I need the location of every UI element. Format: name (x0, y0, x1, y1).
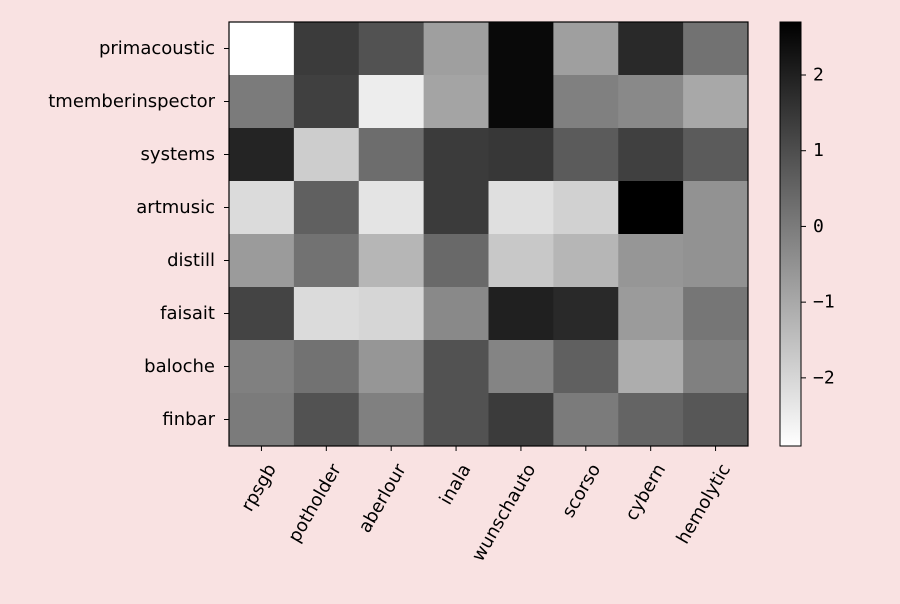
colorbar-tick-label: −2 (813, 367, 835, 388)
heatmap-cell (683, 393, 749, 447)
heatmap-cell (618, 234, 684, 288)
heatmap-cell (229, 128, 295, 182)
heatmap-cell (683, 234, 749, 288)
y-tick-label: tmemberinspector (48, 91, 215, 112)
heatmap-cell (488, 128, 554, 182)
heatmap-cell (618, 393, 684, 447)
heatmap-cell (488, 287, 554, 341)
plot-frame (228, 21, 749, 447)
heatmap-cell (488, 340, 554, 394)
heatmap-cell (423, 340, 489, 394)
heatmap-cell (618, 75, 684, 129)
heatmap-cell (488, 181, 554, 235)
colorbar: 2 1 0 −1 −2 (779, 21, 835, 447)
x-tick-label: cybern (621, 460, 670, 524)
heatmap-cell (423, 181, 489, 235)
heatmap-cell (229, 287, 295, 341)
colorbar-tick-label: −1 (813, 292, 835, 313)
heatmap-cell (423, 393, 489, 447)
heatmap-cell (358, 22, 425, 76)
heatmap-cell (618, 22, 684, 76)
heatmap-cell (358, 181, 425, 235)
colorbar-ticks: 2 1 0 −1 −2 (801, 65, 835, 388)
y-tick-label: baloche (144, 356, 215, 377)
heatmap-cell (618, 340, 684, 394)
heatmap-cell (293, 128, 360, 182)
heatmap-cell (423, 128, 489, 182)
y-tick-label: artmusic (136, 197, 215, 218)
heatmap-cell (293, 234, 360, 288)
heatmap-cell (358, 287, 425, 341)
heatmap-cell (683, 128, 749, 182)
heatmap-cell (683, 22, 749, 76)
colorbar-gradient (779, 21, 802, 447)
heatmap-cell (293, 181, 360, 235)
heatmap-cell (229, 22, 295, 76)
heatmap-cell (423, 234, 489, 288)
heatmap-cell (293, 287, 360, 341)
heatmap-cell (488, 234, 554, 288)
heatmap-cell (229, 75, 295, 129)
x-tick-label: inala (436, 460, 476, 508)
colorbar-tick-label: 2 (813, 65, 824, 86)
heatmap-cell (553, 22, 619, 76)
heatmap-cell (358, 234, 425, 288)
heatmap-cell (553, 393, 619, 447)
heatmap-cell (293, 22, 360, 76)
y-tick-label: primacoustic (99, 38, 215, 59)
heatmap-cell (683, 181, 749, 235)
heatmap-cell (229, 393, 295, 447)
heatmap-cell (553, 340, 619, 394)
x-tick-label: aberlour (355, 460, 411, 537)
heatmap-cell (423, 287, 489, 341)
heatmap-cell (683, 340, 749, 394)
heatmap-cell (229, 340, 295, 394)
heatmap-cells (229, 22, 749, 447)
heatmap-cell (553, 234, 619, 288)
x-tick-label: potholder (284, 460, 346, 546)
y-axis: primacoustic tmemberinspector systems artmu… (48, 38, 229, 430)
heatmap-cell (358, 75, 425, 129)
heatmap-cell (293, 393, 360, 447)
x-tick-label: hemolytic (672, 460, 735, 547)
heatmap-cell (553, 128, 619, 182)
heatmap-cell (423, 22, 489, 76)
heatmap-cell (358, 128, 425, 182)
heatmap-cell (683, 75, 749, 129)
colorbar-tick-label: 0 (813, 216, 824, 237)
heatmap-cell (229, 234, 295, 288)
heatmap-cell (488, 75, 554, 129)
heatmap-cell (229, 181, 295, 235)
colorbar-tick-label: 1 (813, 140, 824, 161)
heatmap-cell (618, 287, 684, 341)
heatmap-cell (683, 287, 749, 341)
heatmap-cell (618, 128, 684, 182)
heatmap-cell (293, 75, 360, 129)
heatmap-cell (553, 287, 619, 341)
x-tick-label: scorso (558, 460, 605, 521)
heatmap-cell (358, 393, 425, 447)
heatmap-cell (293, 340, 360, 394)
heatmap-cell (488, 22, 554, 76)
y-tick-label: finbar (162, 409, 215, 430)
heatmap-cell (553, 75, 619, 129)
y-tick-label: systems (141, 144, 215, 165)
x-tick-label: wunschauto (468, 460, 541, 565)
heatmap-cell (488, 393, 554, 447)
heatmap-cell (553, 181, 619, 235)
x-tick-label: rpsgb (237, 460, 281, 515)
y-tick-label: distill (167, 250, 215, 271)
heatmap-cell (423, 75, 489, 129)
heatmap-cell (618, 181, 684, 235)
heatmap-cell (358, 340, 425, 394)
y-tick-label: faisait (160, 303, 215, 324)
